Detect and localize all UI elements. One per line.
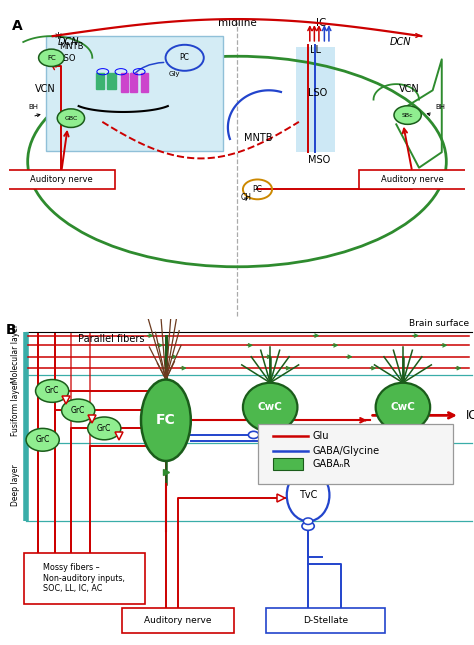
- FancyBboxPatch shape: [24, 553, 145, 604]
- Circle shape: [302, 522, 314, 530]
- Ellipse shape: [141, 379, 191, 461]
- FancyBboxPatch shape: [8, 170, 115, 190]
- Text: CwC: CwC: [391, 402, 415, 412]
- FancyBboxPatch shape: [46, 36, 223, 151]
- FancyBboxPatch shape: [359, 170, 466, 190]
- Text: MSO: MSO: [308, 155, 330, 165]
- Text: IC: IC: [465, 409, 474, 422]
- Text: GrC: GrC: [36, 435, 50, 444]
- Text: MNTB: MNTB: [60, 41, 84, 50]
- Text: Mossy fibers –
Non-auditory inputs,
SOC, LL, IC, AC: Mossy fibers – Non-auditory inputs, SOC,…: [44, 563, 125, 593]
- Text: DCN: DCN: [390, 37, 411, 48]
- Bar: [273, 459, 303, 470]
- FancyBboxPatch shape: [266, 608, 385, 633]
- Text: Auditory nerve: Auditory nerve: [30, 175, 93, 184]
- Text: Molecular layer: Molecular layer: [11, 324, 20, 383]
- Circle shape: [62, 399, 95, 422]
- Text: *: *: [54, 32, 61, 45]
- Bar: [121, 74, 128, 92]
- Bar: [96, 74, 104, 89]
- Circle shape: [388, 438, 399, 445]
- Circle shape: [394, 106, 421, 124]
- Bar: [140, 74, 148, 92]
- FancyBboxPatch shape: [258, 424, 453, 484]
- Text: LSO: LSO: [308, 88, 327, 99]
- Text: Deep layer: Deep layer: [11, 464, 20, 506]
- Circle shape: [57, 109, 84, 128]
- Text: Auditory nerve: Auditory nerve: [381, 175, 444, 184]
- Text: GABA/Glycine: GABA/Glycine: [313, 446, 380, 456]
- Text: LSO: LSO: [60, 54, 76, 63]
- Text: Auditory nerve: Auditory nerve: [144, 616, 211, 625]
- Text: MNTB: MNTB: [244, 134, 273, 143]
- Text: D-Stellate: D-Stellate: [303, 616, 348, 625]
- Text: FC: FC: [47, 55, 56, 61]
- Text: BH: BH: [28, 104, 38, 110]
- Circle shape: [303, 518, 313, 524]
- Text: GrC: GrC: [71, 406, 85, 415]
- Text: DCN: DCN: [57, 37, 79, 48]
- Text: GrC: GrC: [97, 424, 111, 433]
- FancyBboxPatch shape: [296, 47, 335, 152]
- Text: FC: FC: [156, 413, 176, 427]
- Text: CwC: CwC: [258, 402, 283, 412]
- Text: GrC: GrC: [45, 386, 59, 395]
- Circle shape: [38, 49, 64, 66]
- Text: B: B: [6, 322, 16, 337]
- Bar: [130, 74, 137, 92]
- Circle shape: [88, 417, 121, 440]
- Text: TvC: TvC: [299, 490, 317, 500]
- Text: PC: PC: [253, 185, 263, 194]
- Text: VCN: VCN: [399, 84, 419, 94]
- Text: Gly: Gly: [169, 72, 180, 77]
- Text: midline: midline: [218, 17, 256, 28]
- Text: CH: CH: [241, 193, 252, 202]
- Ellipse shape: [287, 469, 329, 521]
- Text: Parallel fibers: Parallel fibers: [78, 334, 145, 344]
- Ellipse shape: [243, 382, 298, 432]
- Text: SBc: SBc: [402, 113, 413, 117]
- Text: GABAₙR: GABAₙR: [313, 459, 351, 469]
- Bar: [107, 74, 116, 89]
- Text: PC: PC: [180, 54, 190, 63]
- Ellipse shape: [375, 382, 430, 432]
- Text: Fusiform layer: Fusiform layer: [11, 381, 20, 436]
- Text: A: A: [12, 19, 22, 33]
- Text: BH: BH: [435, 104, 445, 110]
- Circle shape: [36, 379, 69, 402]
- Text: IC: IC: [316, 17, 327, 28]
- Circle shape: [248, 432, 259, 439]
- Text: Glu: Glu: [313, 431, 329, 441]
- Circle shape: [26, 428, 59, 452]
- FancyArrowPatch shape: [131, 63, 164, 77]
- Text: LL: LL: [310, 45, 321, 55]
- FancyBboxPatch shape: [122, 608, 234, 633]
- Text: VCN: VCN: [35, 84, 55, 94]
- Text: Brain surface: Brain surface: [409, 319, 469, 328]
- Text: GBC: GBC: [64, 115, 78, 121]
